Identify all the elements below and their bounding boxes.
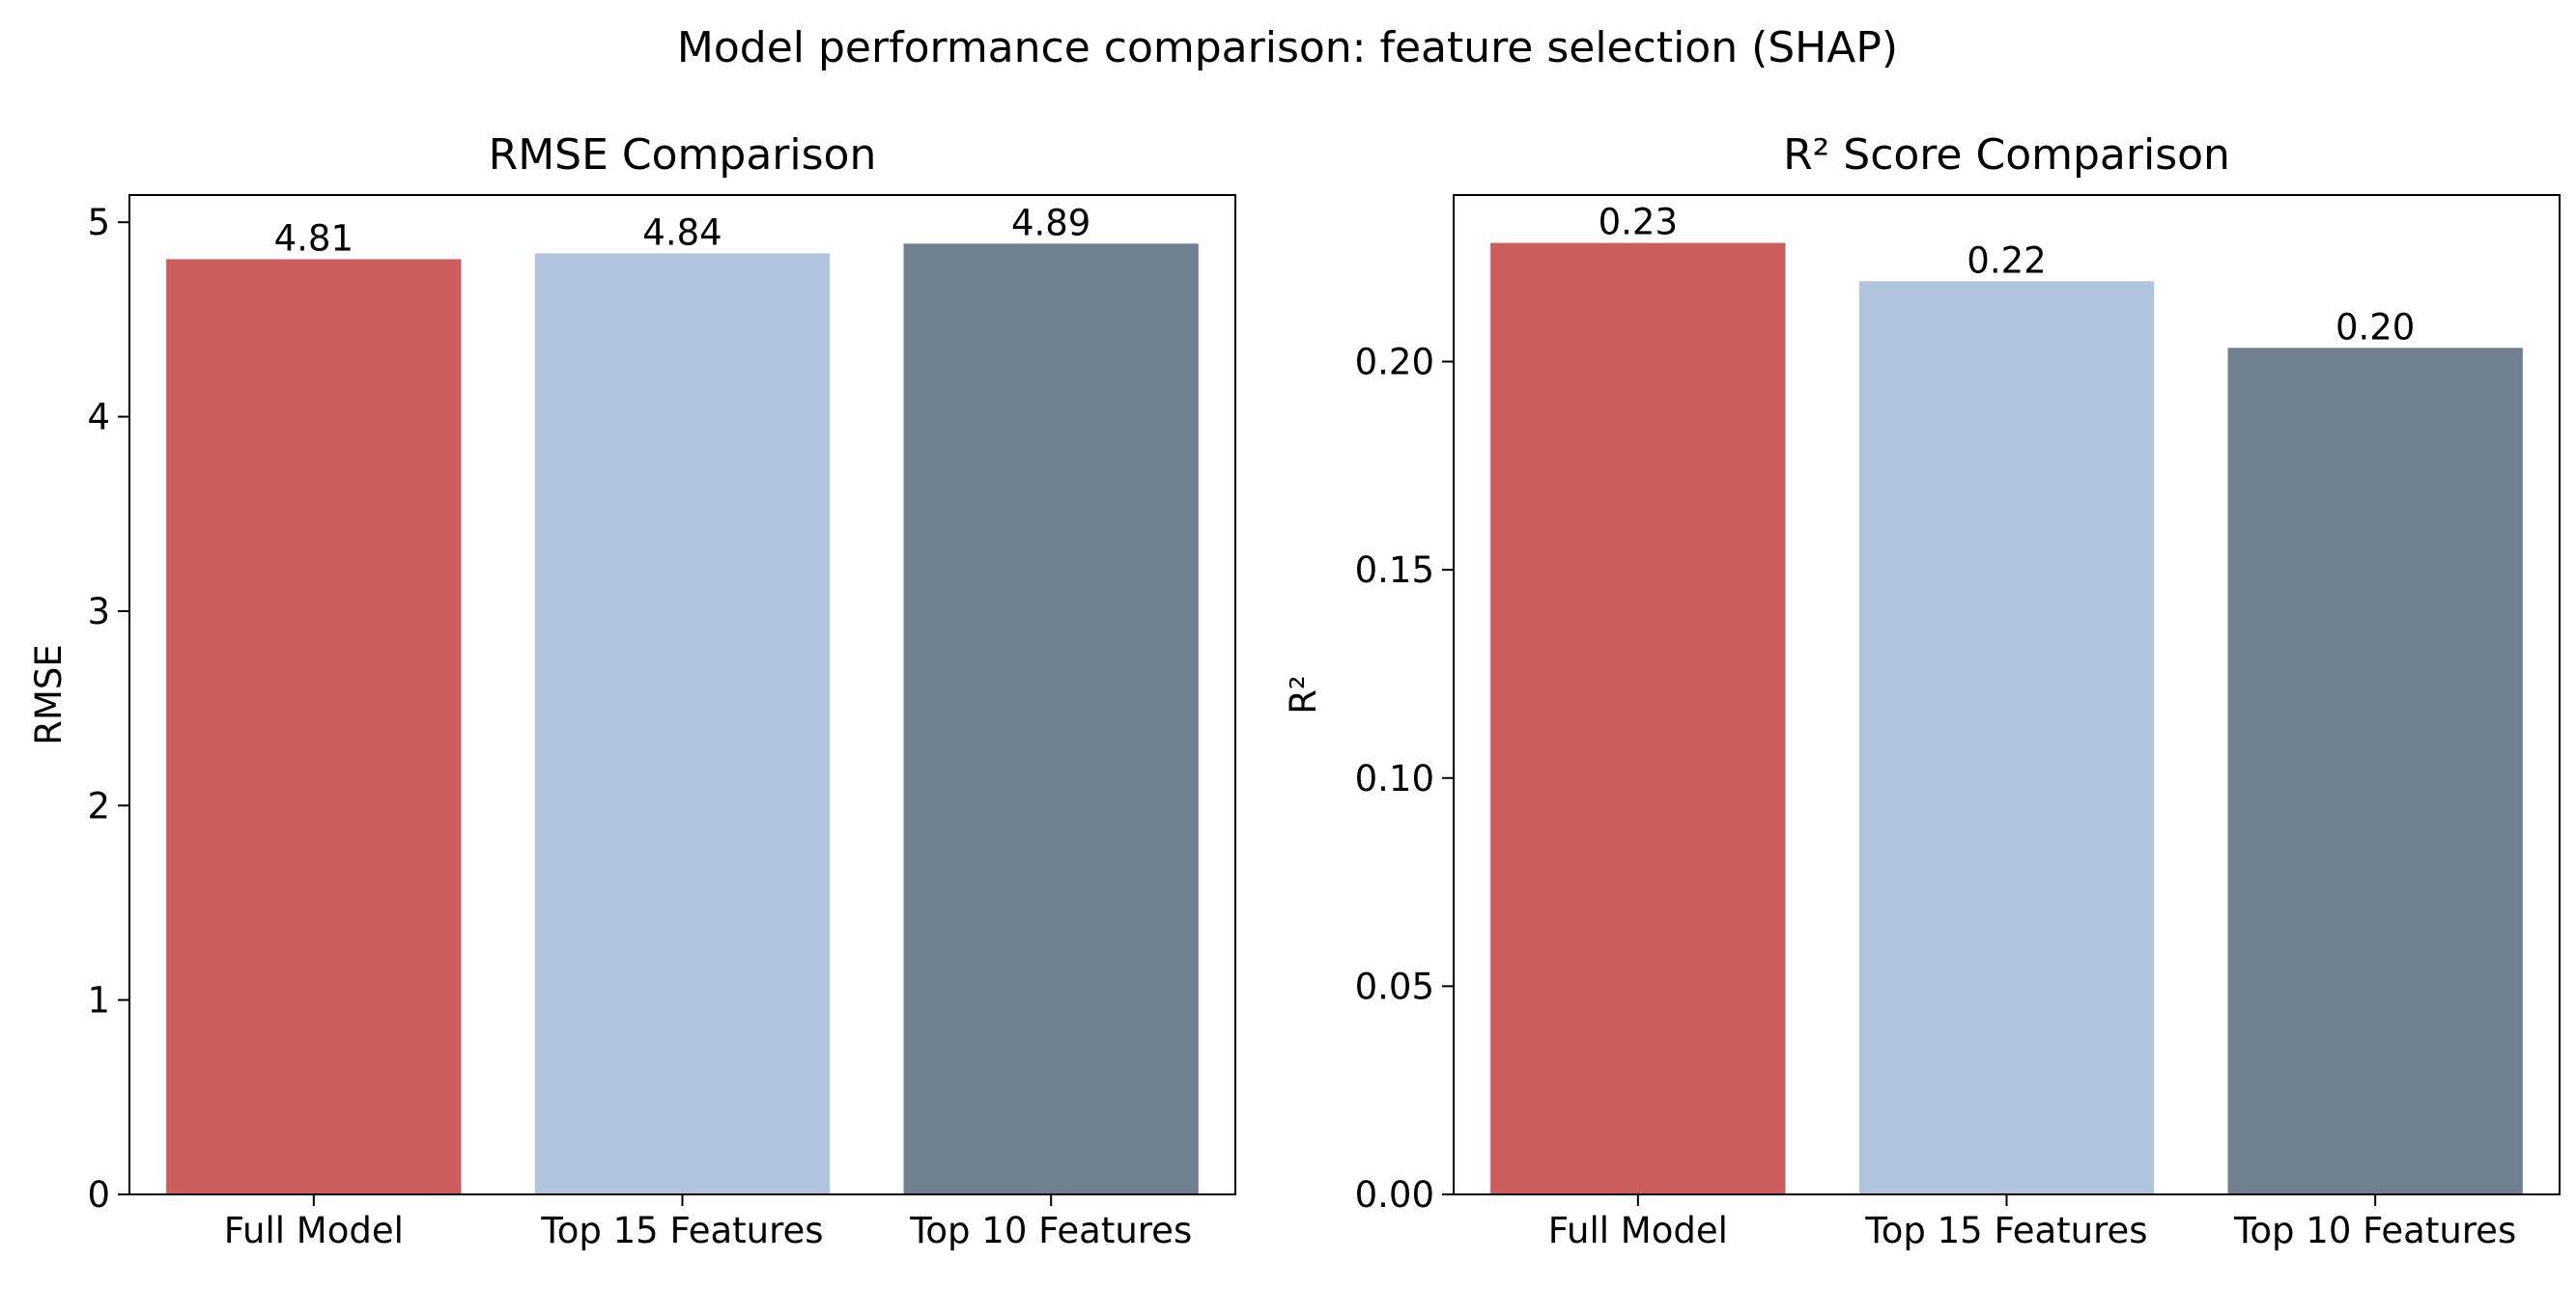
chart-2-ylabel: R² — [1283, 675, 1324, 715]
chart-2-data-label: 0.22 — [1967, 239, 2046, 281]
chart-1-ytick-label: 3 — [87, 591, 110, 632]
chart-2-ytick-label: 0.10 — [1355, 758, 1434, 799]
chart-1-title: RMSE Comparison — [489, 130, 877, 180]
chart-1-frame — [128, 194, 1236, 1195]
chart-1-data-label: 4.89 — [1011, 202, 1090, 243]
chart-1-xtick-label: Top 15 Features — [540, 1210, 823, 1251]
chart-2-title: R² Score Comparison — [1783, 130, 2230, 180]
chart-2-xtick-label: Top 15 Features — [1864, 1210, 2147, 1251]
chart-2-bar — [1858, 281, 2155, 1194]
chart-1-data-label: 4.81 — [274, 217, 354, 259]
chart-1-bar — [903, 243, 1199, 1195]
chart-2-ytick-label: 0.15 — [1355, 549, 1434, 591]
figure-suptitle: Model performance comparison: feature se… — [677, 23, 1898, 72]
chart-1: 4.81 Full Model 4.84 Top 15 Features 4.89 Top… — [28, 130, 1236, 1251]
chart-2-bar — [2227, 348, 2523, 1194]
chart-2-frame — [1453, 194, 2561, 1195]
chart-2-ytick-label: 0.20 — [1355, 342, 1434, 383]
chart-2-data-label: 0.20 — [2335, 306, 2415, 348]
chart-2-bar — [1490, 242, 1786, 1194]
chart-2-xtick-label: Full Model — [1548, 1210, 1728, 1251]
chart-1-ytick-label: 4 — [87, 397, 110, 438]
chart-2-ytick-label: 0.05 — [1355, 966, 1434, 1007]
chart-1-xtick-label: Top 10 Features — [909, 1210, 1192, 1251]
chart-1-ylabel: RMSE — [28, 644, 70, 745]
chart-1-ytick-label: 0 — [87, 1174, 110, 1216]
chart-2-data-label: 0.23 — [1599, 202, 1678, 243]
chart-2-ytick-label: 0.00 — [1355, 1174, 1434, 1216]
chart-1-ytick-label: 2 — [87, 785, 110, 827]
chart-1-bar — [534, 253, 831, 1194]
chart-1-xtick-label: Full Model — [224, 1210, 404, 1251]
chart-1-data-label: 4.84 — [642, 211, 722, 253]
chart-1-bar — [166, 259, 462, 1194]
chart-2-xtick-label: Top 10 Features — [2233, 1210, 2516, 1251]
axes-group: 4.81 Full Model 4.84 Top 15 Features 4.89 Top… — [28, 130, 2561, 1251]
chart-2: 0.23 Full Model 0.22 Top 15 Features 0.20 Top… — [1283, 130, 2561, 1251]
chart-1-ytick-label: 1 — [87, 980, 110, 1022]
chart-1-ytick-label: 5 — [87, 202, 110, 243]
